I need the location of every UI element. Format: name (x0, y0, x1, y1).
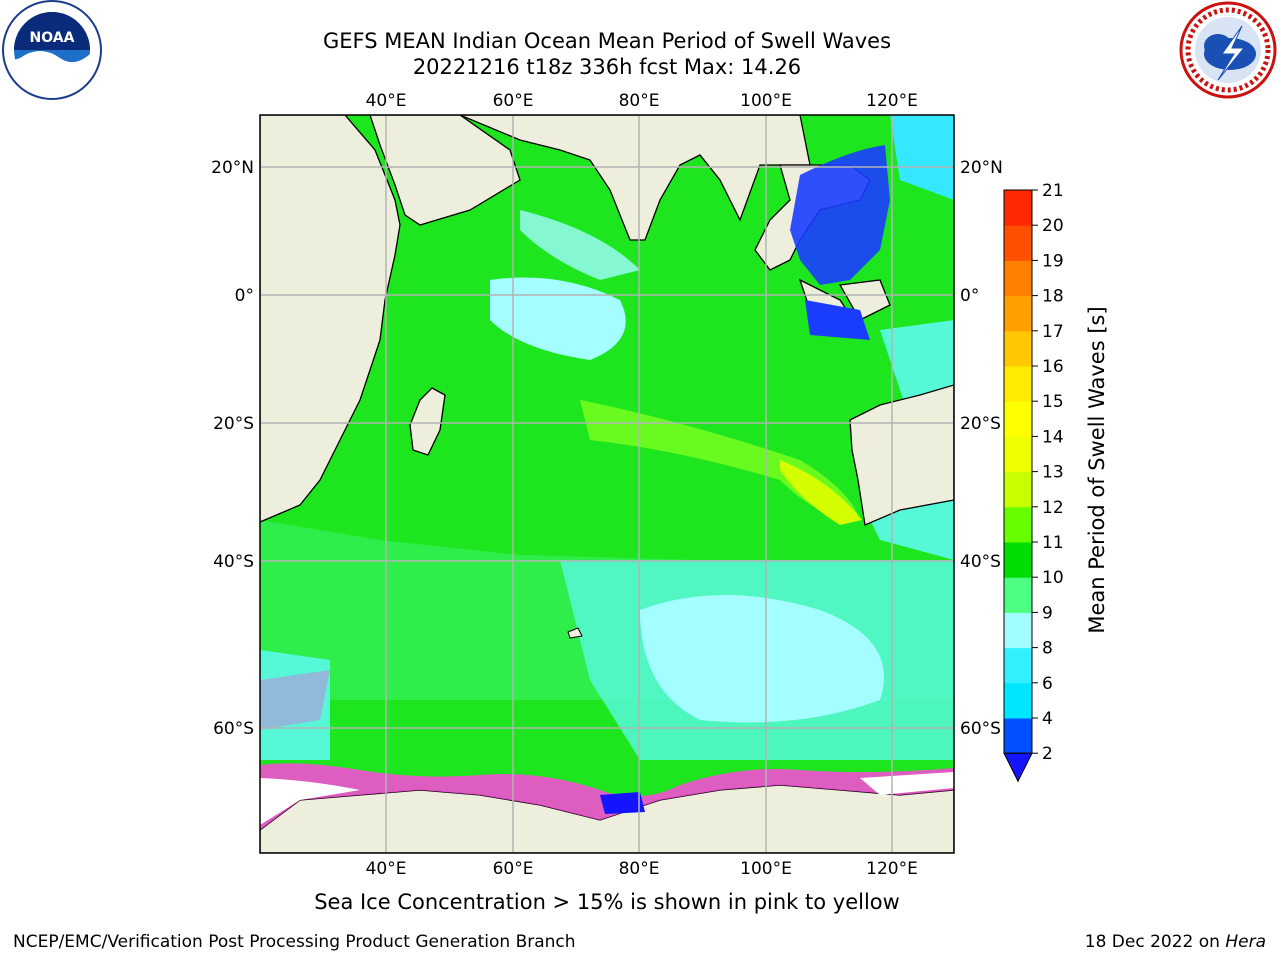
map-plot-area (260, 115, 954, 853)
lat-label: 20°N (211, 158, 254, 178)
arabian-sea-patch (520, 210, 640, 280)
lon-label: 60°E (493, 859, 534, 879)
lat-label: 20°N (960, 158, 1003, 178)
colorbar-segment (1004, 436, 1032, 473)
colorbar-segment (1004, 647, 1032, 684)
kerguelen-island (567, 627, 583, 639)
colorbar-segment (1004, 612, 1032, 649)
colorbar-segment (1004, 718, 1032, 754)
lat-label: 20°S (960, 414, 1001, 434)
footer-date-text: 18 Dec 2022 on (1084, 932, 1226, 952)
colorbar-tick-label: 9 (1042, 603, 1053, 623)
southwest-swell (260, 650, 330, 760)
colorbar-tick-label: 4 (1042, 709, 1053, 729)
lat-label: 0° (235, 286, 254, 306)
chart-title: GEFS MEAN Indian Ocean Mean Period of Sw… (322, 29, 892, 53)
lat-label: 40°S (213, 552, 254, 572)
colorbar-tick-label: 10 (1042, 568, 1064, 588)
colorbar-segment (1004, 682, 1032, 719)
south-china-sea-short-swell (790, 145, 890, 285)
lon-label: 80°E (619, 859, 660, 879)
colorbar-tick-label: 18 (1042, 287, 1064, 307)
footer-credit: NCEP/EMC/Verification Post Processing Pr… (13, 932, 576, 952)
gridlines (260, 115, 954, 853)
sea-ice-blue-patch (600, 792, 645, 814)
pacific-edge-swell (890, 115, 954, 200)
colorbar-tick-label: 16 (1042, 357, 1064, 377)
colorbar-tick-label: 21 (1042, 181, 1064, 201)
long-swell-peak (780, 460, 862, 525)
lat-label: 40°S (960, 552, 1001, 572)
madagascar-landmass (409, 387, 446, 456)
lon-label: 40°E (366, 91, 407, 111)
map-frame (259, 114, 955, 854)
colorbar-segment (1004, 471, 1032, 508)
colorbar-segment (1004, 260, 1032, 297)
colorbar-segment (1004, 330, 1032, 367)
colorbar-tick-label: 2 (1042, 744, 1053, 764)
colorbar-tick-label: 6 (1042, 674, 1053, 694)
colorbar-segment (1004, 577, 1032, 613)
national-weather-service-logo-icon (1179, 1, 1277, 99)
sea-ice-white (260, 778, 360, 825)
colorbar-tick-label: 8 (1042, 639, 1053, 659)
lat-label: 60°S (213, 719, 254, 739)
lon-label: 80°E (619, 91, 660, 111)
lon-label: 120°E (866, 91, 918, 111)
noaa-logo-text: NOAA (30, 30, 75, 46)
lon-label: 120°E (866, 859, 918, 879)
footer-host: Hera (1225, 932, 1266, 952)
equatorial-swell-patch (490, 277, 626, 360)
long-swell-band (580, 400, 860, 520)
lat-labels-right: 20°N 0° 20°S 40°S 60°S (960, 158, 1003, 739)
lon-label: 100°E (740, 859, 792, 879)
chart-subtitle: 20221216 t18z 336h fcst Max: 14.26 (412, 55, 802, 79)
java-sea-short-swell (805, 300, 870, 340)
colorbar-label: Mean Period of Swell Waves [s] (1085, 306, 1109, 634)
lat-label: 20°S (213, 414, 254, 434)
australia-landmass (849, 384, 954, 526)
lat-label: 60°S (960, 719, 1001, 739)
lon-labels-bottom: 40°E 60°E 80°E 100°E 120°E (366, 859, 918, 879)
colorbar-segment (1004, 506, 1032, 543)
colorbar-segment (1004, 401, 1032, 437)
colorbar-segment (1004, 295, 1032, 332)
footer-date: 18 Dec 2022 on Hera (1085, 932, 1266, 952)
colorbar-tick-label: 11 (1042, 533, 1064, 553)
lon-label: 60°E (493, 91, 534, 111)
lon-labels-top: 40°E 60°E 80°E 100°E 120°E (366, 91, 918, 111)
lat-labels-left: 20°N 0° 20°S 40°S 60°S (211, 158, 254, 739)
colorbar-tick-label: 12 (1042, 498, 1064, 518)
lon-label: 40°E (366, 859, 407, 879)
colorbar-segment (1004, 225, 1032, 261)
arabia-landmass (369, 115, 521, 226)
africa-landmass (260, 115, 401, 523)
colorbar-under-arrow (1003, 752, 1033, 783)
borneo-landmass (838, 279, 891, 321)
sea-ice-white-east (860, 772, 954, 795)
colorbar-tick-label: 19 (1042, 251, 1064, 271)
colorbar-segment (1004, 190, 1032, 226)
colorbar-segment (1004, 366, 1032, 402)
scattered-sea-ice (260, 670, 330, 730)
lat-label: 0° (960, 286, 979, 306)
colorbar-segment (1004, 542, 1032, 578)
colorbar-tick-label: 13 (1042, 463, 1064, 483)
colorbar-tick-label: 20 (1042, 216, 1064, 236)
colorbar-tick-label: 14 (1042, 427, 1064, 447)
sea-ice-caption: Sea Ice Concentration > 15% is shown in … (314, 890, 900, 914)
colorbar: 2 4 6 8 9 10 11 12 13 14 15 16 17 18 19 20 21 (1003, 181, 1064, 783)
land (260, 115, 954, 853)
colorbar-tick-label: 17 (1042, 322, 1064, 342)
lon-label: 100°E (740, 91, 792, 111)
swell-band-7s (640, 595, 884, 723)
colorbar-tick-label: 15 (1042, 392, 1064, 412)
noaa-logo-icon: NOAA (2, 0, 102, 100)
